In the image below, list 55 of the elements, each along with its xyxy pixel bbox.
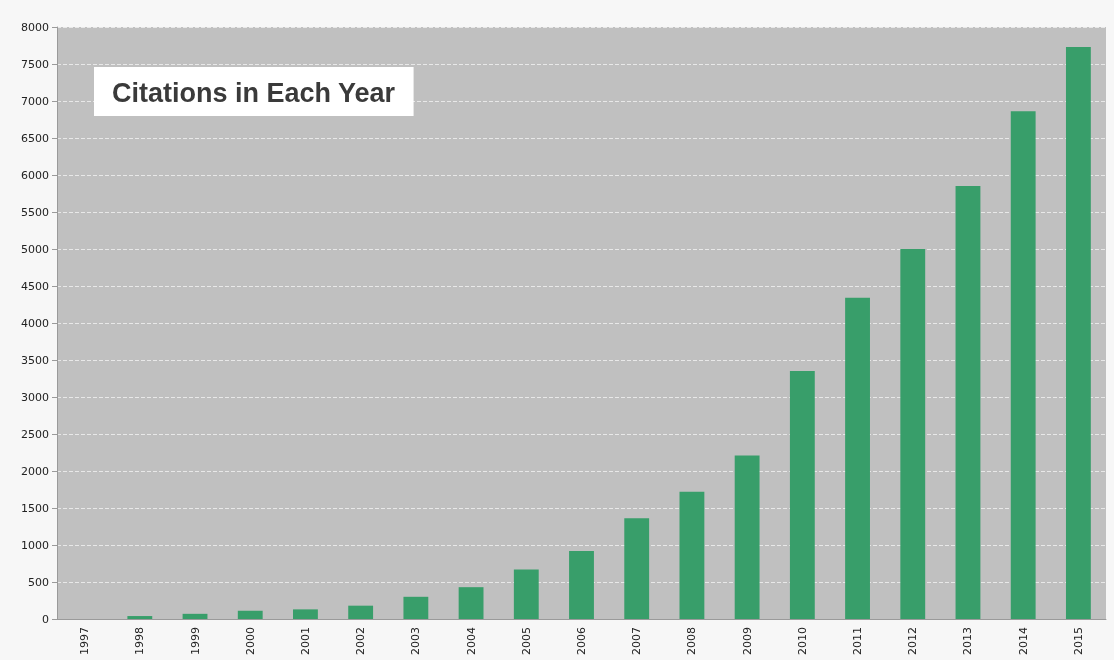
y-tick-label: 5500: [21, 205, 49, 219]
y-tick-label: 7500: [21, 57, 49, 71]
y-tick-label: 4500: [21, 279, 49, 293]
bar: [182, 613, 208, 619]
x-tick-label: 2007: [630, 627, 644, 655]
y-tick-label: 6500: [21, 131, 49, 145]
bar: [1010, 111, 1036, 619]
y-tick-label: 3000: [21, 390, 49, 404]
y-tick-label: 7000: [21, 94, 49, 108]
y-tick-label: 2000: [21, 464, 49, 478]
x-tick-label: 1998: [133, 627, 147, 655]
x-tick-label: 2013: [961, 627, 975, 655]
bar: [624, 518, 650, 619]
y-tick-label: 500: [28, 575, 49, 589]
bar: [293, 609, 318, 619]
y-tick-label: 1500: [21, 501, 49, 515]
x-tick-label: 2012: [906, 627, 920, 655]
y-tick-label: 6000: [21, 168, 49, 182]
bar: [900, 249, 926, 619]
y-tick-label: 2500: [21, 427, 49, 441]
x-tick-label: 1999: [188, 627, 202, 655]
y-tick-label: 1000: [21, 538, 49, 552]
x-tick-label: 2002: [354, 627, 368, 655]
x-tick-label: 2006: [575, 627, 588, 655]
bar: [1065, 46, 1091, 619]
bar: [403, 596, 429, 619]
bar: [237, 610, 263, 619]
x-tick-label: 2011: [851, 627, 865, 655]
x-tick-label: 2001: [298, 627, 312, 655]
bar: [458, 587, 484, 619]
bar: [789, 371, 815, 619]
x-tick-label: 2010: [795, 627, 809, 655]
bar: [569, 550, 594, 619]
y-tick-label: 3500: [21, 353, 49, 367]
x-tick-label: 2005: [519, 627, 533, 655]
x-tick-label: 1997: [78, 627, 92, 655]
x-tick-label: 2000: [243, 627, 257, 655]
x-tick-label: 2015: [1071, 627, 1085, 655]
x-tick-label: 2009: [740, 627, 754, 655]
bar: [734, 455, 760, 619]
x-tick-label: 2004: [464, 627, 478, 655]
y-tick-label: 4000: [21, 316, 49, 330]
bar: [679, 491, 705, 619]
bar: [513, 569, 539, 619]
bar: [955, 186, 981, 619]
y-tick-label: 8000: [21, 20, 49, 34]
bar: [845, 297, 870, 619]
text: Citations in Each Year: [112, 77, 396, 108]
x-tick-label: 2003: [409, 627, 423, 655]
bar: [348, 605, 374, 619]
y-tick-label: 0: [42, 612, 49, 626]
y-tick-label: 5000: [21, 242, 49, 256]
x-tick-label: 2008: [685, 627, 699, 655]
x-tick-label: 2014: [1016, 627, 1030, 655]
bar: [127, 616, 153, 619]
